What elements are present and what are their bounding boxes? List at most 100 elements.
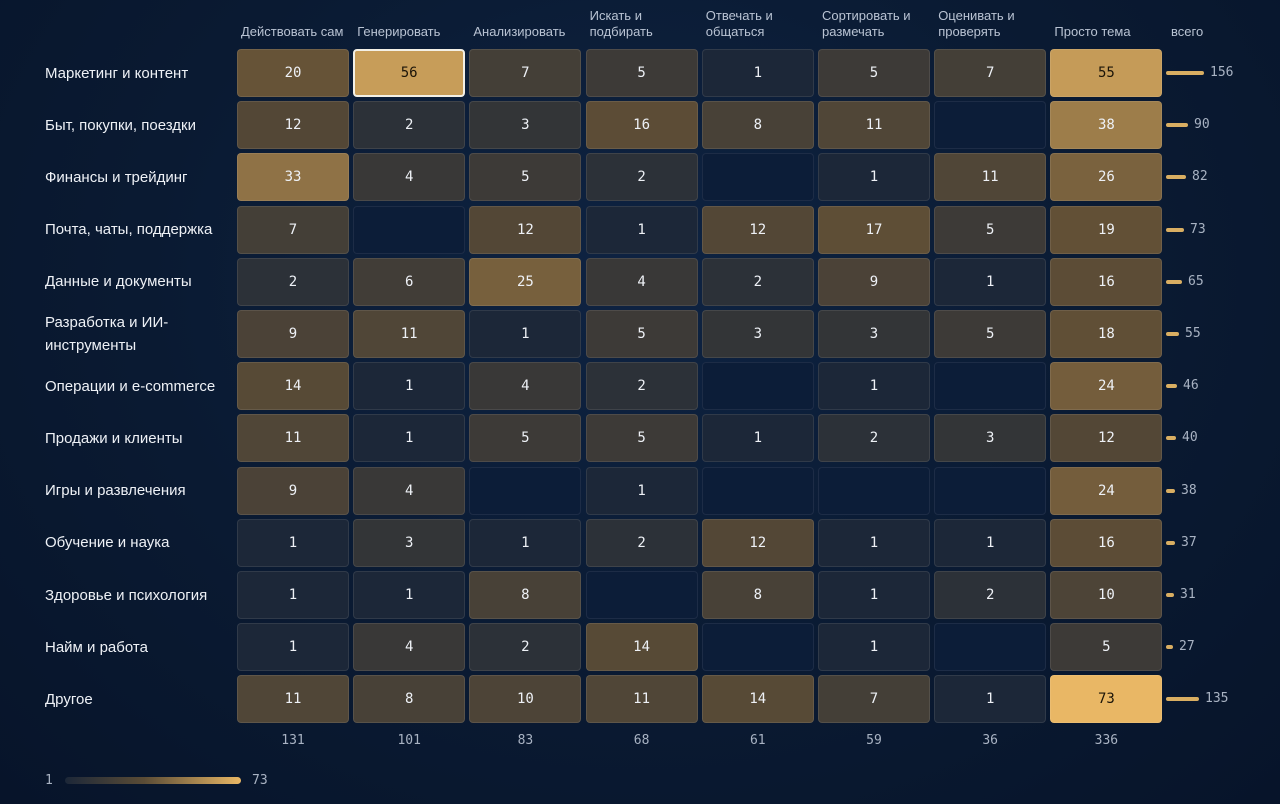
heatmap-cell[interactable]: 1 xyxy=(818,571,930,619)
heatmap-cell[interactable]: 1 xyxy=(469,518,582,567)
heatmap-cell[interactable]: 2 xyxy=(818,414,930,463)
heatmap-cell[interactable] xyxy=(701,623,814,672)
heatmap-cell[interactable]: 25 xyxy=(469,257,582,306)
heatmap-cell[interactable]: 1 xyxy=(818,623,930,672)
heatmap-cell[interactable]: 4 xyxy=(353,466,466,515)
heatmap-cell[interactable]: 7 xyxy=(818,675,930,724)
heatmap-cell[interactable]: 1 xyxy=(585,466,698,515)
heatmap-cell[interactable]: 1 xyxy=(818,518,930,567)
heatmap-cell[interactable]: 11 xyxy=(237,414,349,463)
heatmap-cell[interactable]: 1 xyxy=(237,518,349,567)
heatmap-cell[interactable]: 20 xyxy=(237,49,349,97)
heatmap-cell[interactable]: 56 xyxy=(353,49,466,97)
heatmap-cell[interactable]: 1 xyxy=(353,362,466,411)
heatmap-cell[interactable]: 9 xyxy=(818,257,930,306)
heatmap-cell[interactable]: 5 xyxy=(934,205,1047,254)
heatmap-cell[interactable]: 5 xyxy=(469,153,582,202)
heatmap-cell[interactable]: 1 xyxy=(585,205,698,254)
heatmap-cell[interactable]: 1 xyxy=(934,675,1047,724)
heatmap-cell[interactable] xyxy=(353,205,466,254)
heatmap-cell[interactable]: 11 xyxy=(585,675,698,724)
heatmap-cell[interactable]: 38 xyxy=(1050,101,1163,150)
heatmap-cell[interactable]: 12 xyxy=(237,101,349,150)
heatmap-cell[interactable]: 2 xyxy=(237,257,349,306)
heatmap-cell[interactable]: 1 xyxy=(701,49,814,97)
heatmap-cell[interactable]: 6 xyxy=(353,257,466,306)
heatmap-cell[interactable] xyxy=(701,153,814,202)
heatmap-cell[interactable]: 5 xyxy=(585,49,698,97)
heatmap-cell[interactable]: 11 xyxy=(934,153,1047,202)
heatmap-cell[interactable]: 2 xyxy=(585,518,698,567)
heatmap-cell[interactable]: 10 xyxy=(469,675,582,724)
heatmap-cell[interactable]: 19 xyxy=(1050,205,1163,254)
heatmap-cell[interactable]: 73 xyxy=(1050,675,1163,724)
heatmap-cell[interactable]: 8 xyxy=(701,101,814,150)
heatmap-cell[interactable]: 8 xyxy=(469,571,582,619)
heatmap-cell[interactable]: 1 xyxy=(353,414,466,463)
heatmap-cell[interactable]: 3 xyxy=(701,310,814,358)
heatmap-cell[interactable]: 7 xyxy=(934,49,1047,97)
heatmap-cell[interactable]: 4 xyxy=(353,623,466,672)
heatmap-cell[interactable]: 16 xyxy=(585,101,698,150)
heatmap-cell[interactable]: 7 xyxy=(469,49,582,97)
heatmap-cell[interactable]: 26 xyxy=(1050,153,1163,202)
heatmap-cell[interactable]: 1 xyxy=(353,571,466,619)
heatmap-cell[interactable]: 7 xyxy=(237,205,349,254)
heatmap-cell[interactable] xyxy=(701,466,814,515)
heatmap-cell[interactable]: 2 xyxy=(585,362,698,411)
heatmap-cell[interactable]: 9 xyxy=(237,310,349,358)
heatmap-cell[interactable]: 2 xyxy=(585,153,698,202)
heatmap-cell[interactable]: 12 xyxy=(701,518,814,567)
heatmap-cell[interactable]: 12 xyxy=(469,205,582,254)
heatmap-cell[interactable] xyxy=(818,466,930,515)
heatmap-cell[interactable]: 5 xyxy=(469,414,582,463)
heatmap-cell[interactable]: 16 xyxy=(1050,257,1163,306)
heatmap-cell[interactable]: 55 xyxy=(1050,49,1163,97)
heatmap-cell[interactable]: 1 xyxy=(934,518,1047,567)
heatmap-cell[interactable]: 5 xyxy=(818,49,930,97)
heatmap-cell[interactable]: 1 xyxy=(934,257,1047,306)
heatmap-cell[interactable]: 8 xyxy=(353,675,466,724)
heatmap-cell[interactable]: 14 xyxy=(237,362,349,411)
heatmap-cell[interactable]: 3 xyxy=(353,518,466,567)
heatmap-cell[interactable]: 10 xyxy=(1050,571,1163,619)
heatmap-cell[interactable]: 33 xyxy=(237,153,349,202)
heatmap-cell[interactable]: 1 xyxy=(701,414,814,463)
heatmap-cell[interactable]: 5 xyxy=(1050,623,1163,672)
heatmap-cell[interactable]: 24 xyxy=(1050,466,1163,515)
heatmap-cell[interactable]: 4 xyxy=(585,257,698,306)
heatmap-cell[interactable]: 11 xyxy=(818,101,930,150)
heatmap-cell[interactable]: 1 xyxy=(237,623,349,672)
heatmap-cell[interactable] xyxy=(934,623,1047,672)
heatmap-cell[interactable]: 16 xyxy=(1050,518,1163,567)
heatmap-cell[interactable]: 24 xyxy=(1050,362,1163,411)
heatmap-cell[interactable] xyxy=(934,466,1047,515)
heatmap-cell[interactable] xyxy=(701,362,814,411)
heatmap-cell[interactable]: 4 xyxy=(353,153,466,202)
heatmap-cell[interactable]: 2 xyxy=(701,257,814,306)
heatmap-cell[interactable]: 14 xyxy=(585,623,698,672)
heatmap-cell[interactable]: 9 xyxy=(237,466,349,515)
heatmap-cell[interactable] xyxy=(934,101,1047,150)
heatmap-cell[interactable] xyxy=(469,466,582,515)
heatmap-cell[interactable]: 4 xyxy=(469,362,582,411)
heatmap-cell[interactable]: 5 xyxy=(585,310,698,358)
heatmap-cell[interactable]: 3 xyxy=(818,310,930,358)
heatmap-cell[interactable]: 1 xyxy=(818,153,930,202)
heatmap-cell[interactable] xyxy=(585,571,698,619)
heatmap-cell[interactable]: 17 xyxy=(818,205,930,254)
heatmap-cell[interactable]: 12 xyxy=(1050,414,1163,463)
heatmap-cell[interactable]: 3 xyxy=(934,414,1047,463)
heatmap-cell[interactable]: 1 xyxy=(237,571,349,619)
heatmap-cell[interactable]: 11 xyxy=(237,675,349,724)
heatmap-cell[interactable]: 5 xyxy=(585,414,698,463)
heatmap-cell[interactable]: 11 xyxy=(353,310,466,358)
heatmap-cell[interactable] xyxy=(934,362,1047,411)
heatmap-cell[interactable]: 5 xyxy=(934,310,1047,358)
heatmap-cell[interactable]: 1 xyxy=(818,362,930,411)
heatmap-cell[interactable]: 2 xyxy=(353,101,466,150)
heatmap-cell[interactable]: 8 xyxy=(701,571,814,619)
heatmap-cell[interactable]: 18 xyxy=(1050,310,1163,358)
heatmap-cell[interactable]: 12 xyxy=(701,205,814,254)
heatmap-cell[interactable]: 2 xyxy=(469,623,582,672)
